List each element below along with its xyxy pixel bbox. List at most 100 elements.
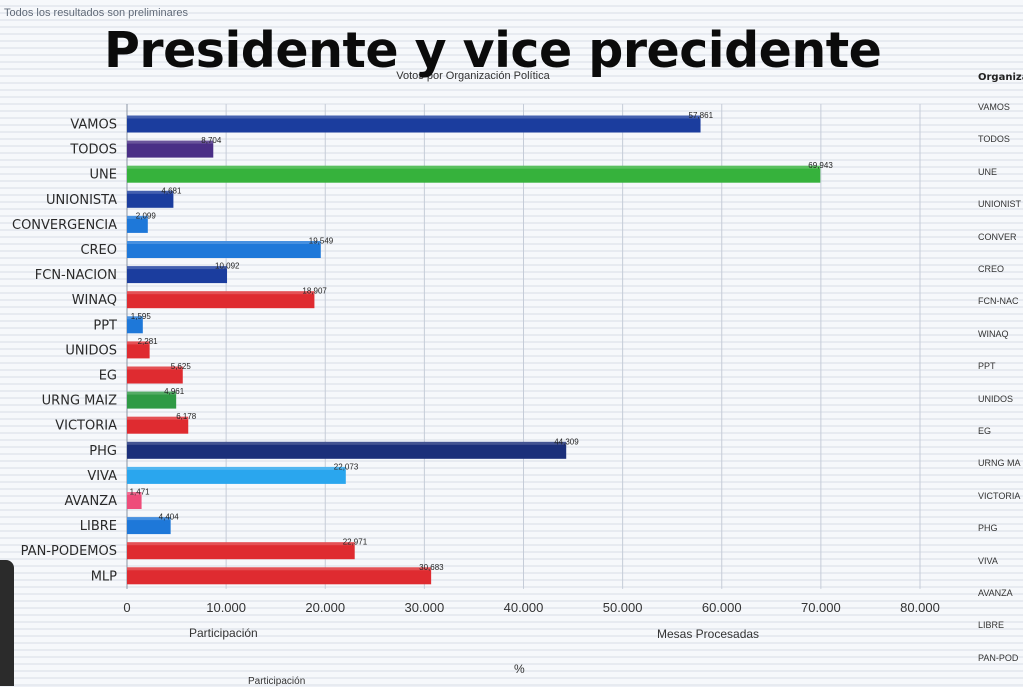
side-panel-item: PHG [978, 523, 998, 534]
bar-highlight [127, 517, 171, 521]
bar [127, 441, 567, 459]
side-panel-item: CONVER [978, 231, 1017, 242]
side-panel-item: TODOS [978, 134, 1010, 145]
bar-highlight [127, 542, 355, 546]
bar-highlight [127, 215, 148, 219]
bar [127, 466, 346, 484]
participacion-lower-label: Participación [248, 676, 306, 687]
category-label: EG [99, 369, 117, 384]
category-label: UNIONISTA [46, 193, 117, 208]
category-label: CONVERGENCIA [12, 218, 117, 233]
side-panel-item: EG [978, 426, 992, 436]
data-label: 22,971 [343, 538, 368, 547]
bar [127, 391, 177, 409]
x-tick-label: 70.000 [801, 600, 841, 615]
bar-highlight [127, 190, 174, 194]
bar [127, 165, 821, 183]
category-label: LIBRE [80, 519, 117, 534]
category-label: URNG MAIZ [42, 394, 117, 409]
bar-highlight [127, 165, 821, 169]
x-tick-label: 60.000 [702, 600, 742, 615]
bar-highlight [127, 416, 189, 420]
bar [127, 266, 228, 284]
bar [127, 115, 701, 133]
x-tick-label: 30.000 [404, 600, 444, 615]
data-label: 44,309 [554, 437, 579, 446]
bar-highlight [127, 366, 183, 370]
side-panel-item: LIBRE [978, 620, 1005, 631]
bar [127, 542, 355, 560]
bar-highlight [127, 291, 315, 295]
data-label: 30,683 [419, 563, 444, 572]
category-label: PHG [89, 444, 117, 459]
data-label: 2,099 [136, 211, 157, 220]
chart-title: Votos por Organización Política [396, 70, 550, 82]
category-label: PPT [93, 318, 117, 333]
bar-highlight [127, 492, 142, 495]
category-label: VICTORIA [55, 419, 117, 434]
side-panel-item: AVANZA [978, 588, 1013, 598]
percent-label: % [514, 662, 525, 676]
category-label: AVANZA [64, 494, 117, 509]
bar [127, 341, 150, 359]
bar-highlight [127, 316, 143, 320]
bar [127, 190, 174, 208]
side-panel-item: CREO [978, 264, 1005, 274]
data-label: 19,549 [309, 237, 334, 246]
bar-highlight [127, 466, 346, 470]
category-label: WINAQ [72, 293, 117, 308]
data-label: 18,907 [302, 287, 327, 296]
bar-highlight [127, 115, 701, 119]
category-label: TODOS [69, 143, 117, 158]
data-label: 4,404 [159, 513, 180, 522]
data-label: 4,681 [161, 186, 182, 195]
category-label: VAMOS [70, 118, 117, 133]
x-tick-label: 20.000 [305, 600, 345, 615]
side-panel-header: Organiza [978, 72, 1023, 83]
bar-highlight [127, 567, 432, 571]
category-label: UNE [90, 168, 117, 183]
category-label: CREO [80, 243, 117, 258]
bar [127, 241, 321, 258]
data-label: 57,861 [689, 111, 714, 120]
screen-edge [0, 560, 14, 686]
data-label: 22,073 [334, 462, 359, 471]
bar [127, 517, 171, 535]
participacion-label: Participación [189, 626, 258, 640]
category-label: VIVA [87, 469, 117, 484]
bar [127, 416, 189, 434]
x-tick-label: 10.000 [206, 600, 246, 615]
bar-highlight [127, 241, 321, 244]
data-label: 4,961 [164, 387, 185, 396]
bar-highlight [127, 341, 150, 345]
side-panel-item: UNE [978, 166, 998, 177]
category-label: FCN-NACION [35, 268, 117, 283]
side-panel-item: UNIONIST [978, 199, 1022, 210]
data-label: 5,625 [171, 362, 192, 371]
side-panel-item: VAMOS [978, 102, 1010, 112]
side-panel-item: UNIDOS [978, 393, 1014, 404]
bar [127, 366, 183, 384]
bar [127, 215, 148, 233]
bar [127, 316, 143, 334]
side-panel-item: VICTORIA [978, 490, 1021, 501]
overlay-title: Presidente y vice precidente [104, 22, 882, 79]
side-panel-item: URNG MA [978, 458, 1021, 469]
data-label: 2,281 [138, 337, 159, 346]
bar-highlight [127, 266, 228, 270]
x-tick-label: 0 [123, 600, 130, 615]
preliminary-note: Todos los resultados son preliminares [4, 7, 189, 19]
category-label: PAN-PODEMOS [21, 544, 117, 559]
side-panel-item: WINAQ [978, 328, 1009, 339]
bar [127, 140, 214, 158]
side-panel-item: FCN-NAC [978, 296, 1019, 307]
side-panel-item: VIVA [978, 555, 998, 566]
data-label: 1,471 [130, 488, 151, 497]
side-panel-item: PAN-POD [978, 652, 1019, 663]
data-label: 10,092 [215, 262, 240, 271]
x-tick-label: 40.000 [504, 600, 544, 615]
x-tick-label: 50.000 [603, 600, 643, 615]
data-label: 69,943 [808, 161, 833, 170]
bar-highlight [127, 140, 214, 144]
